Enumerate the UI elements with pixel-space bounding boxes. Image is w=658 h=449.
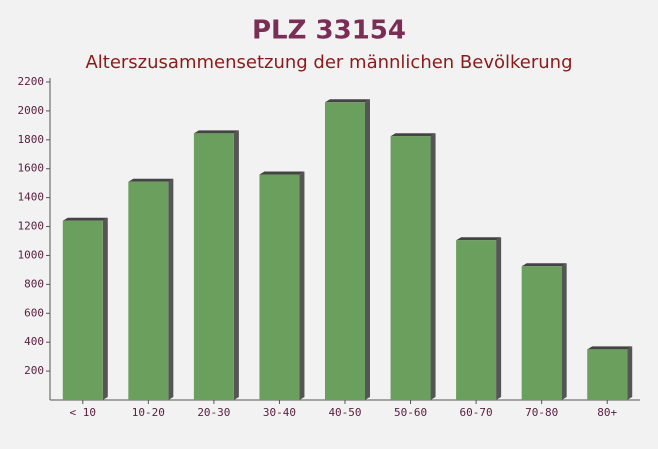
bar-side xyxy=(233,130,239,400)
y-tick-label: 600 xyxy=(24,306,44,319)
bar-side xyxy=(496,237,502,400)
bar xyxy=(325,102,365,401)
y-tick-label: 1400 xyxy=(18,191,45,204)
bar-top xyxy=(62,217,108,221)
bar-side xyxy=(299,171,305,400)
bar xyxy=(128,181,169,400)
bar-top xyxy=(128,178,174,182)
y-tick-label: 1800 xyxy=(18,133,45,146)
bar xyxy=(62,220,103,400)
bar xyxy=(587,349,628,400)
bar-top xyxy=(325,99,370,103)
chart-title: PLZ 33154 xyxy=(252,16,406,46)
bar-side xyxy=(430,133,436,401)
y-tick-label: 1200 xyxy=(18,220,45,233)
bar-side xyxy=(627,346,633,400)
x-tick-label: 70-80 xyxy=(525,406,558,419)
x-tick-label: 60-70 xyxy=(460,406,493,419)
x-tick-label: 20-30 xyxy=(197,406,230,419)
y-tick-label: 1000 xyxy=(18,248,45,261)
y-tick-label: 400 xyxy=(24,335,44,348)
x-tick-label: 80+ xyxy=(597,406,617,419)
y-tick-label: 2200 xyxy=(18,75,45,88)
y-tick-label: 800 xyxy=(24,277,44,290)
x-tick-label: 50-60 xyxy=(394,406,427,419)
bar xyxy=(521,266,562,400)
bar-top xyxy=(587,346,633,350)
bar-top xyxy=(521,263,567,267)
bar-side xyxy=(561,263,567,400)
chart-subtitle: Alterszusammensetzung der männlichen Bev… xyxy=(85,52,572,73)
x-tick-label: 30-40 xyxy=(263,406,296,419)
x-tick-label: 10-20 xyxy=(132,406,165,419)
bar-side xyxy=(102,217,108,400)
bar-side xyxy=(168,178,174,400)
y-tick-label: 2000 xyxy=(18,104,45,117)
bar xyxy=(456,240,497,400)
bar-top xyxy=(259,171,305,175)
bar-top xyxy=(193,130,239,134)
bar-top xyxy=(390,133,436,137)
bar xyxy=(390,136,431,401)
bar xyxy=(193,133,234,400)
bar xyxy=(259,174,300,400)
x-tick-label: < 10 xyxy=(70,406,97,419)
bar-side xyxy=(365,99,370,401)
y-tick-label: 200 xyxy=(24,364,44,377)
bar-top xyxy=(456,237,502,241)
y-tick-label: 1600 xyxy=(18,162,45,175)
x-tick-label: 40-50 xyxy=(328,406,361,419)
